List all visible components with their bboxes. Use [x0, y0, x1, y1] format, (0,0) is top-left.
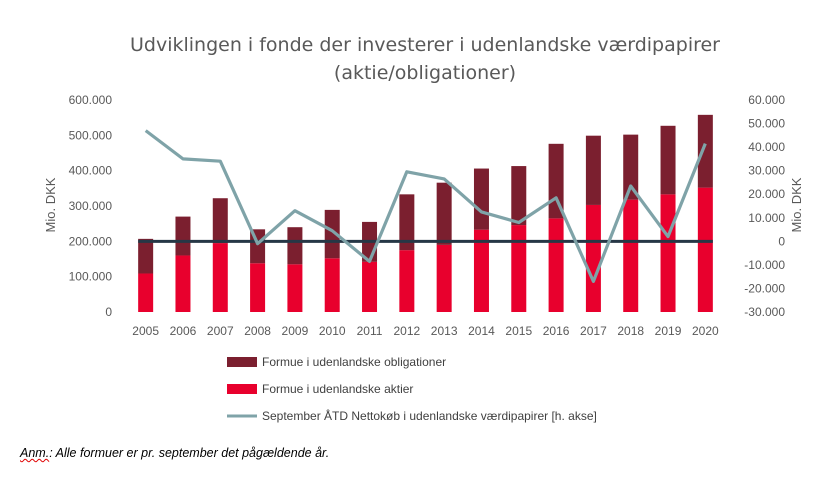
- legend-label: Formue i udenlandske aktier: [262, 382, 413, 396]
- left-tick-label: 200.000: [69, 234, 113, 248]
- x-tick-label: 2015: [505, 324, 532, 338]
- left-axis-ticks: 0 100.000 200.000 300.000 400.000 500.000 600.…: [69, 93, 113, 319]
- legend-label: September ÅTD Nettokøb i udenlandske vær…: [262, 408, 597, 423]
- title-line: Udviklingen i fonde der investerer i ude…: [130, 34, 720, 56]
- bar: [623, 134, 639, 200]
- x-tick-label: 2012: [393, 324, 420, 338]
- bar: [399, 194, 415, 251]
- right-tick-label: 20.000: [748, 187, 785, 201]
- x-tick-label: 2017: [580, 324, 607, 338]
- x-tick-label: 2013: [431, 324, 458, 338]
- x-tick-label: 2020: [692, 324, 719, 338]
- legend: Formue i udenlandske obligationer Formue …: [227, 355, 597, 423]
- right-tick-label: 60.000: [748, 93, 785, 107]
- bar: [324, 209, 340, 259]
- bar: [511, 225, 527, 312]
- bar: [138, 273, 154, 312]
- series-line: [144, 129, 707, 283]
- bar: [473, 168, 489, 230]
- footnote-text: : Alle formuer er pr. september det pågæ…: [49, 446, 330, 460]
- bar: [660, 125, 676, 195]
- x-tick-label: 2018: [617, 324, 644, 338]
- title-line: (aktie/obligationer): [334, 62, 516, 84]
- left-tick-label: 0: [105, 305, 112, 319]
- bar: [212, 198, 228, 244]
- x-tick-label: 2010: [319, 324, 346, 338]
- left-tick-label: 600.000: [69, 93, 113, 107]
- x-axis-ticks: 2005 2006 2007 2008 2009 2010 2011 2012 2013 2014…: [132, 324, 719, 338]
- x-tick-label: 2005: [132, 324, 159, 338]
- x-tick-label: 2007: [207, 324, 234, 338]
- x-tick-label: 2006: [170, 324, 197, 338]
- x-tick-label: 2009: [282, 324, 309, 338]
- bar: [175, 216, 191, 256]
- bar: [585, 204, 601, 312]
- legend-swatch: [227, 357, 257, 367]
- bar: [138, 238, 154, 274]
- legend-label: Formue i udenlandske obligationer: [262, 355, 446, 369]
- right-tick-label: 40.000: [748, 140, 785, 154]
- legend-swatch: [227, 384, 257, 394]
- bar: [697, 114, 713, 188]
- right-tick-label: -30.000: [744, 305, 785, 319]
- bar: [697, 187, 713, 312]
- bar: [660, 194, 676, 312]
- bar: [548, 218, 564, 312]
- x-tick-label: 2016: [543, 324, 570, 338]
- right-axis-ticks: -30.000 -20.000 -10.000 0 10.000 20.000 30.000…: [744, 93, 785, 319]
- left-tick-label: 400.000: [69, 164, 113, 178]
- bar: [511, 166, 527, 226]
- bar: [250, 263, 266, 312]
- right-tick-label: -10.000: [744, 258, 785, 272]
- bar: [473, 229, 489, 312]
- bar: [175, 255, 191, 312]
- left-axis-title: Mio. DKK: [43, 177, 58, 232]
- bar: [436, 244, 452, 312]
- bar: [436, 182, 452, 245]
- x-tick-label: 2019: [655, 324, 682, 338]
- bar: [362, 261, 378, 312]
- x-tick-label: 2014: [468, 324, 495, 338]
- right-axis-title: Mio. DKK: [789, 177, 804, 232]
- bar: [399, 250, 415, 312]
- bar: [623, 199, 639, 312]
- x-tick-label: 2008: [244, 324, 271, 338]
- net-purchase-line: [144, 129, 707, 283]
- chart-title: Udviklingen i fonde der investerer i ude…: [130, 34, 720, 84]
- right-tick-label: 10.000: [748, 211, 785, 225]
- footnote-prefix: Anm.: [20, 446, 50, 460]
- right-tick-label: 50.000: [748, 117, 785, 131]
- left-tick-label: 100.000: [69, 270, 113, 284]
- right-tick-label: -20.000: [744, 281, 785, 295]
- bar: [287, 264, 303, 312]
- bar: [585, 135, 601, 205]
- bars: [138, 114, 713, 312]
- bar: [287, 227, 303, 265]
- left-tick-label: 500.000: [69, 128, 113, 142]
- left-tick-label: 300.000: [69, 199, 113, 213]
- x-tick-label: 2011: [357, 324, 383, 338]
- bar: [324, 258, 340, 312]
- footnote: Anm.: Alle formuer er pr. september det …: [20, 446, 329, 460]
- right-tick-label: 30.000: [748, 164, 785, 178]
- bar: [212, 243, 228, 312]
- right-tick-label: 0: [778, 234, 785, 248]
